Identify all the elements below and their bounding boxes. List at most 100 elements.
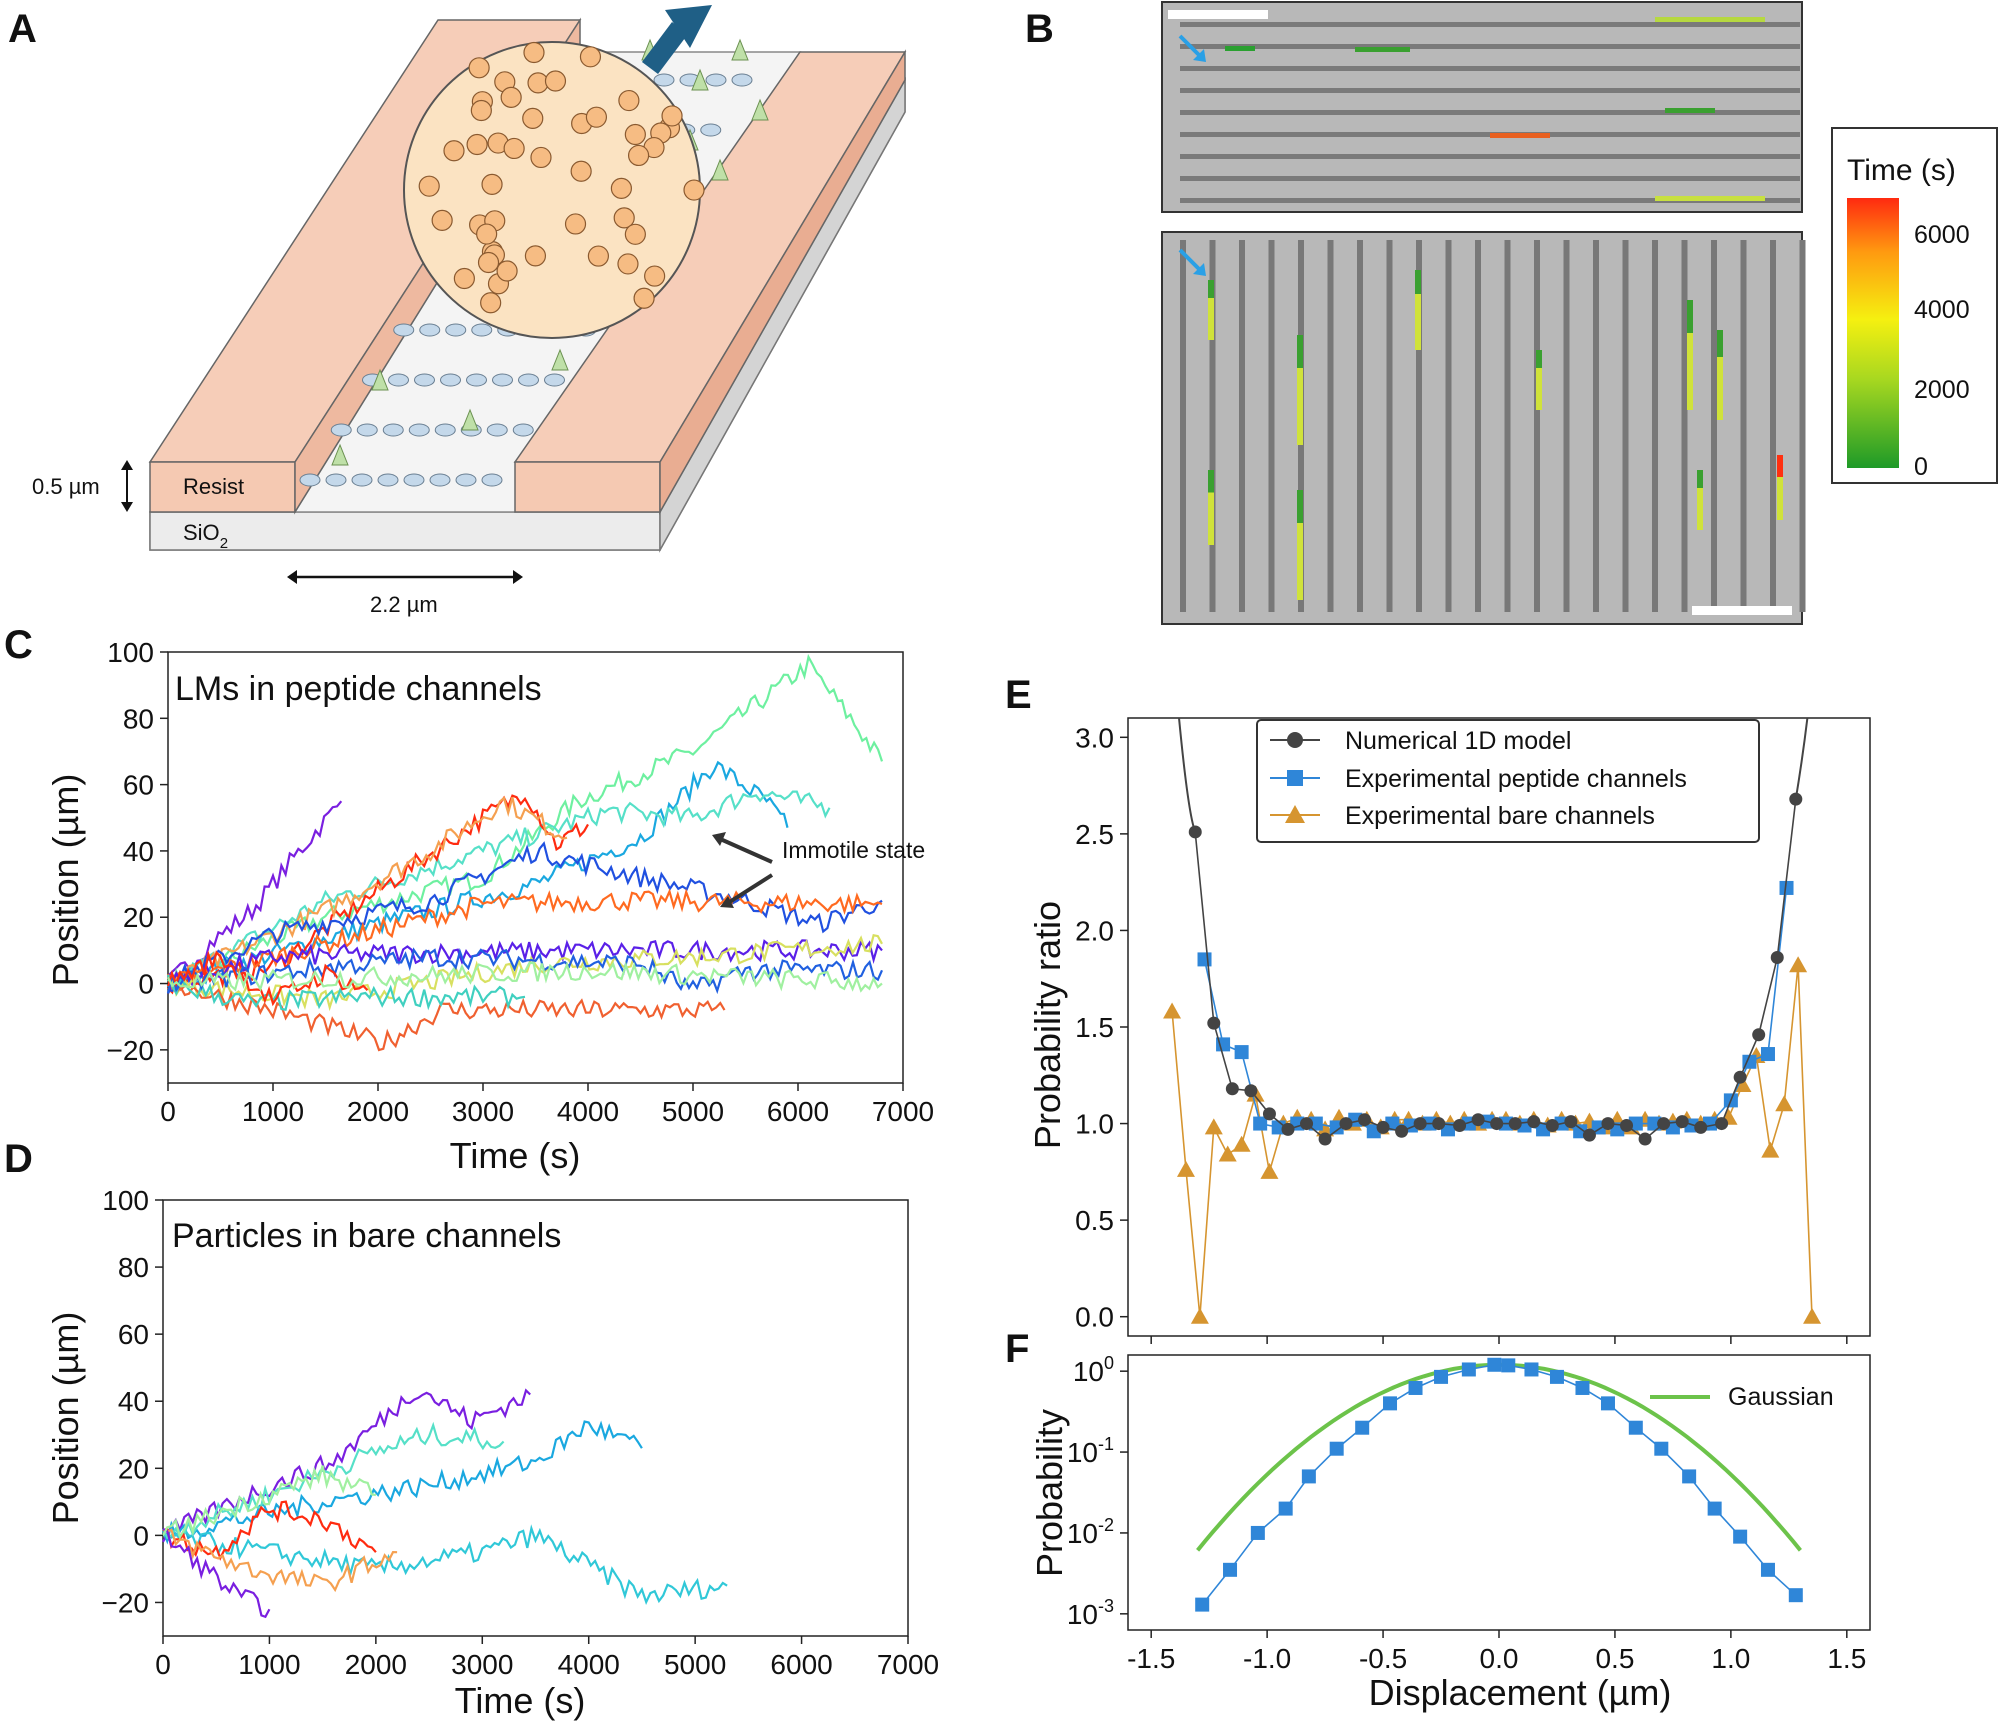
data-point — [1281, 1122, 1295, 1136]
pointer-arrow-icon — [1178, 248, 1206, 276]
peptide-dot — [518, 373, 539, 387]
data-point — [1694, 1120, 1708, 1134]
sphere-bump — [627, 144, 650, 167]
data-point — [1232, 1135, 1251, 1152]
series-line — [1203, 887, 1788, 1133]
data-point — [1675, 1115, 1689, 1129]
data-point — [1301, 1469, 1316, 1484]
channel-line — [1681, 240, 1688, 612]
x-tick-label: 6000 — [767, 1096, 829, 1127]
y-tick-label: 0 — [138, 969, 154, 1000]
peptide-dot — [434, 423, 456, 437]
legend-label: Gaussian — [1728, 1383, 1834, 1411]
legend: Gaussian — [1650, 1383, 1834, 1411]
x-tick-label: 1.5 — [1827, 1643, 1866, 1674]
y-tick-label: 3.0 — [1075, 722, 1114, 753]
series-line — [1794, 717, 1809, 800]
peptide-dot — [388, 373, 409, 387]
channel-line — [1504, 240, 1511, 612]
y-tick-label: 100 — [1073, 1353, 1114, 1387]
legend: Numerical 1D model Experimental peptide … — [1256, 719, 1760, 843]
panel-letter-d: D — [4, 1137, 33, 1181]
y-tick-label: 10-3 — [1067, 1596, 1114, 1630]
data-point — [1770, 950, 1784, 964]
sphere-bump — [476, 223, 498, 245]
channel-line — [1740, 240, 1747, 612]
particle-track — [1717, 330, 1723, 420]
pointer-arrow-icon — [1178, 34, 1206, 62]
channel-line — [1180, 176, 1800, 181]
sphere-bump — [579, 46, 602, 68]
data-point — [1715, 1117, 1729, 1131]
sphere-bump — [585, 106, 608, 128]
y-tick-label: 40 — [123, 836, 154, 867]
data-point — [1647, 1116, 1662, 1131]
chart-e: 0.00.51.01.52.02.53.0 Probability ratio … — [1027, 717, 1871, 1344]
x-tick-label: 0.0 — [1480, 1643, 1519, 1674]
particle-track — [1665, 108, 1715, 113]
series-line — [167, 760, 789, 990]
peptide-dot — [403, 473, 425, 487]
particle-track — [1697, 470, 1703, 530]
data-point — [1376, 1120, 1390, 1134]
particle-track — [1297, 490, 1303, 600]
data-point — [1260, 1162, 1279, 1179]
y-tick-label: 60 — [118, 1319, 149, 1350]
panel-letter-a: A — [8, 7, 37, 51]
channel-line — [1386, 240, 1393, 612]
plot-frame — [162, 1199, 909, 1637]
sphere-bump — [530, 146, 552, 169]
x-tick-label: 2000 — [345, 1649, 407, 1680]
x-tick-label: 7000 — [872, 1096, 934, 1127]
sphere-bump — [466, 133, 488, 156]
data-point — [1760, 1047, 1775, 1062]
x-axis-label: Time (s) — [455, 1680, 586, 1721]
series-line — [166, 939, 883, 994]
series-line — [167, 794, 589, 995]
channel-line — [1327, 240, 1334, 612]
peptide-dot — [445, 323, 467, 337]
y-tick-label: 1.5 — [1075, 1012, 1114, 1043]
micrograph-vertical — [1161, 231, 1806, 625]
particle-track — [1777, 455, 1783, 477]
series-line — [1171, 965, 1813, 1317]
data-point — [1582, 1128, 1596, 1142]
peptide-dot — [700, 123, 722, 137]
data-point — [1408, 1380, 1423, 1395]
channel-line — [1593, 240, 1599, 612]
data-point — [1262, 1107, 1276, 1121]
y-tick-label: 0.5 — [1075, 1205, 1114, 1236]
particle-track — [1777, 455, 1783, 520]
x-tick-label: 2000 — [347, 1096, 409, 1127]
data-point — [1225, 1082, 1239, 1096]
sphere-bump — [496, 260, 518, 282]
sphere-bump — [624, 123, 646, 146]
sphere-bump — [587, 245, 609, 267]
legend-label: Numerical 1D model — [1345, 727, 1571, 755]
data-point — [1253, 1116, 1268, 1131]
peptide-dot — [382, 423, 404, 437]
series-group — [1163, 717, 1822, 1324]
series-line — [162, 1465, 377, 1540]
x-tick-label: -0.5 — [1359, 1643, 1407, 1674]
x-tick-label: 0 — [155, 1649, 171, 1680]
series-line — [162, 1421, 505, 1540]
sphere-bump — [683, 179, 705, 201]
particle-track — [1687, 300, 1693, 410]
data-point — [1316, 1120, 1335, 1137]
data-point — [1601, 1117, 1615, 1131]
particle-track — [1697, 470, 1703, 488]
motion-arrow-icon — [642, 5, 712, 74]
particle-track — [1655, 196, 1765, 201]
schematic-channel: Resist SiO2 0.5 µm 2.2 µm — [32, 5, 907, 617]
x-tick-label: 5000 — [662, 1096, 724, 1127]
scale-bar-top — [1168, 10, 1268, 19]
resist-right-front — [514, 461, 661, 513]
data-point — [1300, 1117, 1314, 1131]
colorbar-title: Time (s) — [1847, 154, 1956, 187]
channel-line — [1711, 240, 1717, 612]
data-point — [1250, 1525, 1265, 1540]
x-tick-label: 7000 — [877, 1649, 939, 1680]
data-point — [1733, 1075, 1752, 1092]
series-group — [1195, 1357, 1803, 1612]
